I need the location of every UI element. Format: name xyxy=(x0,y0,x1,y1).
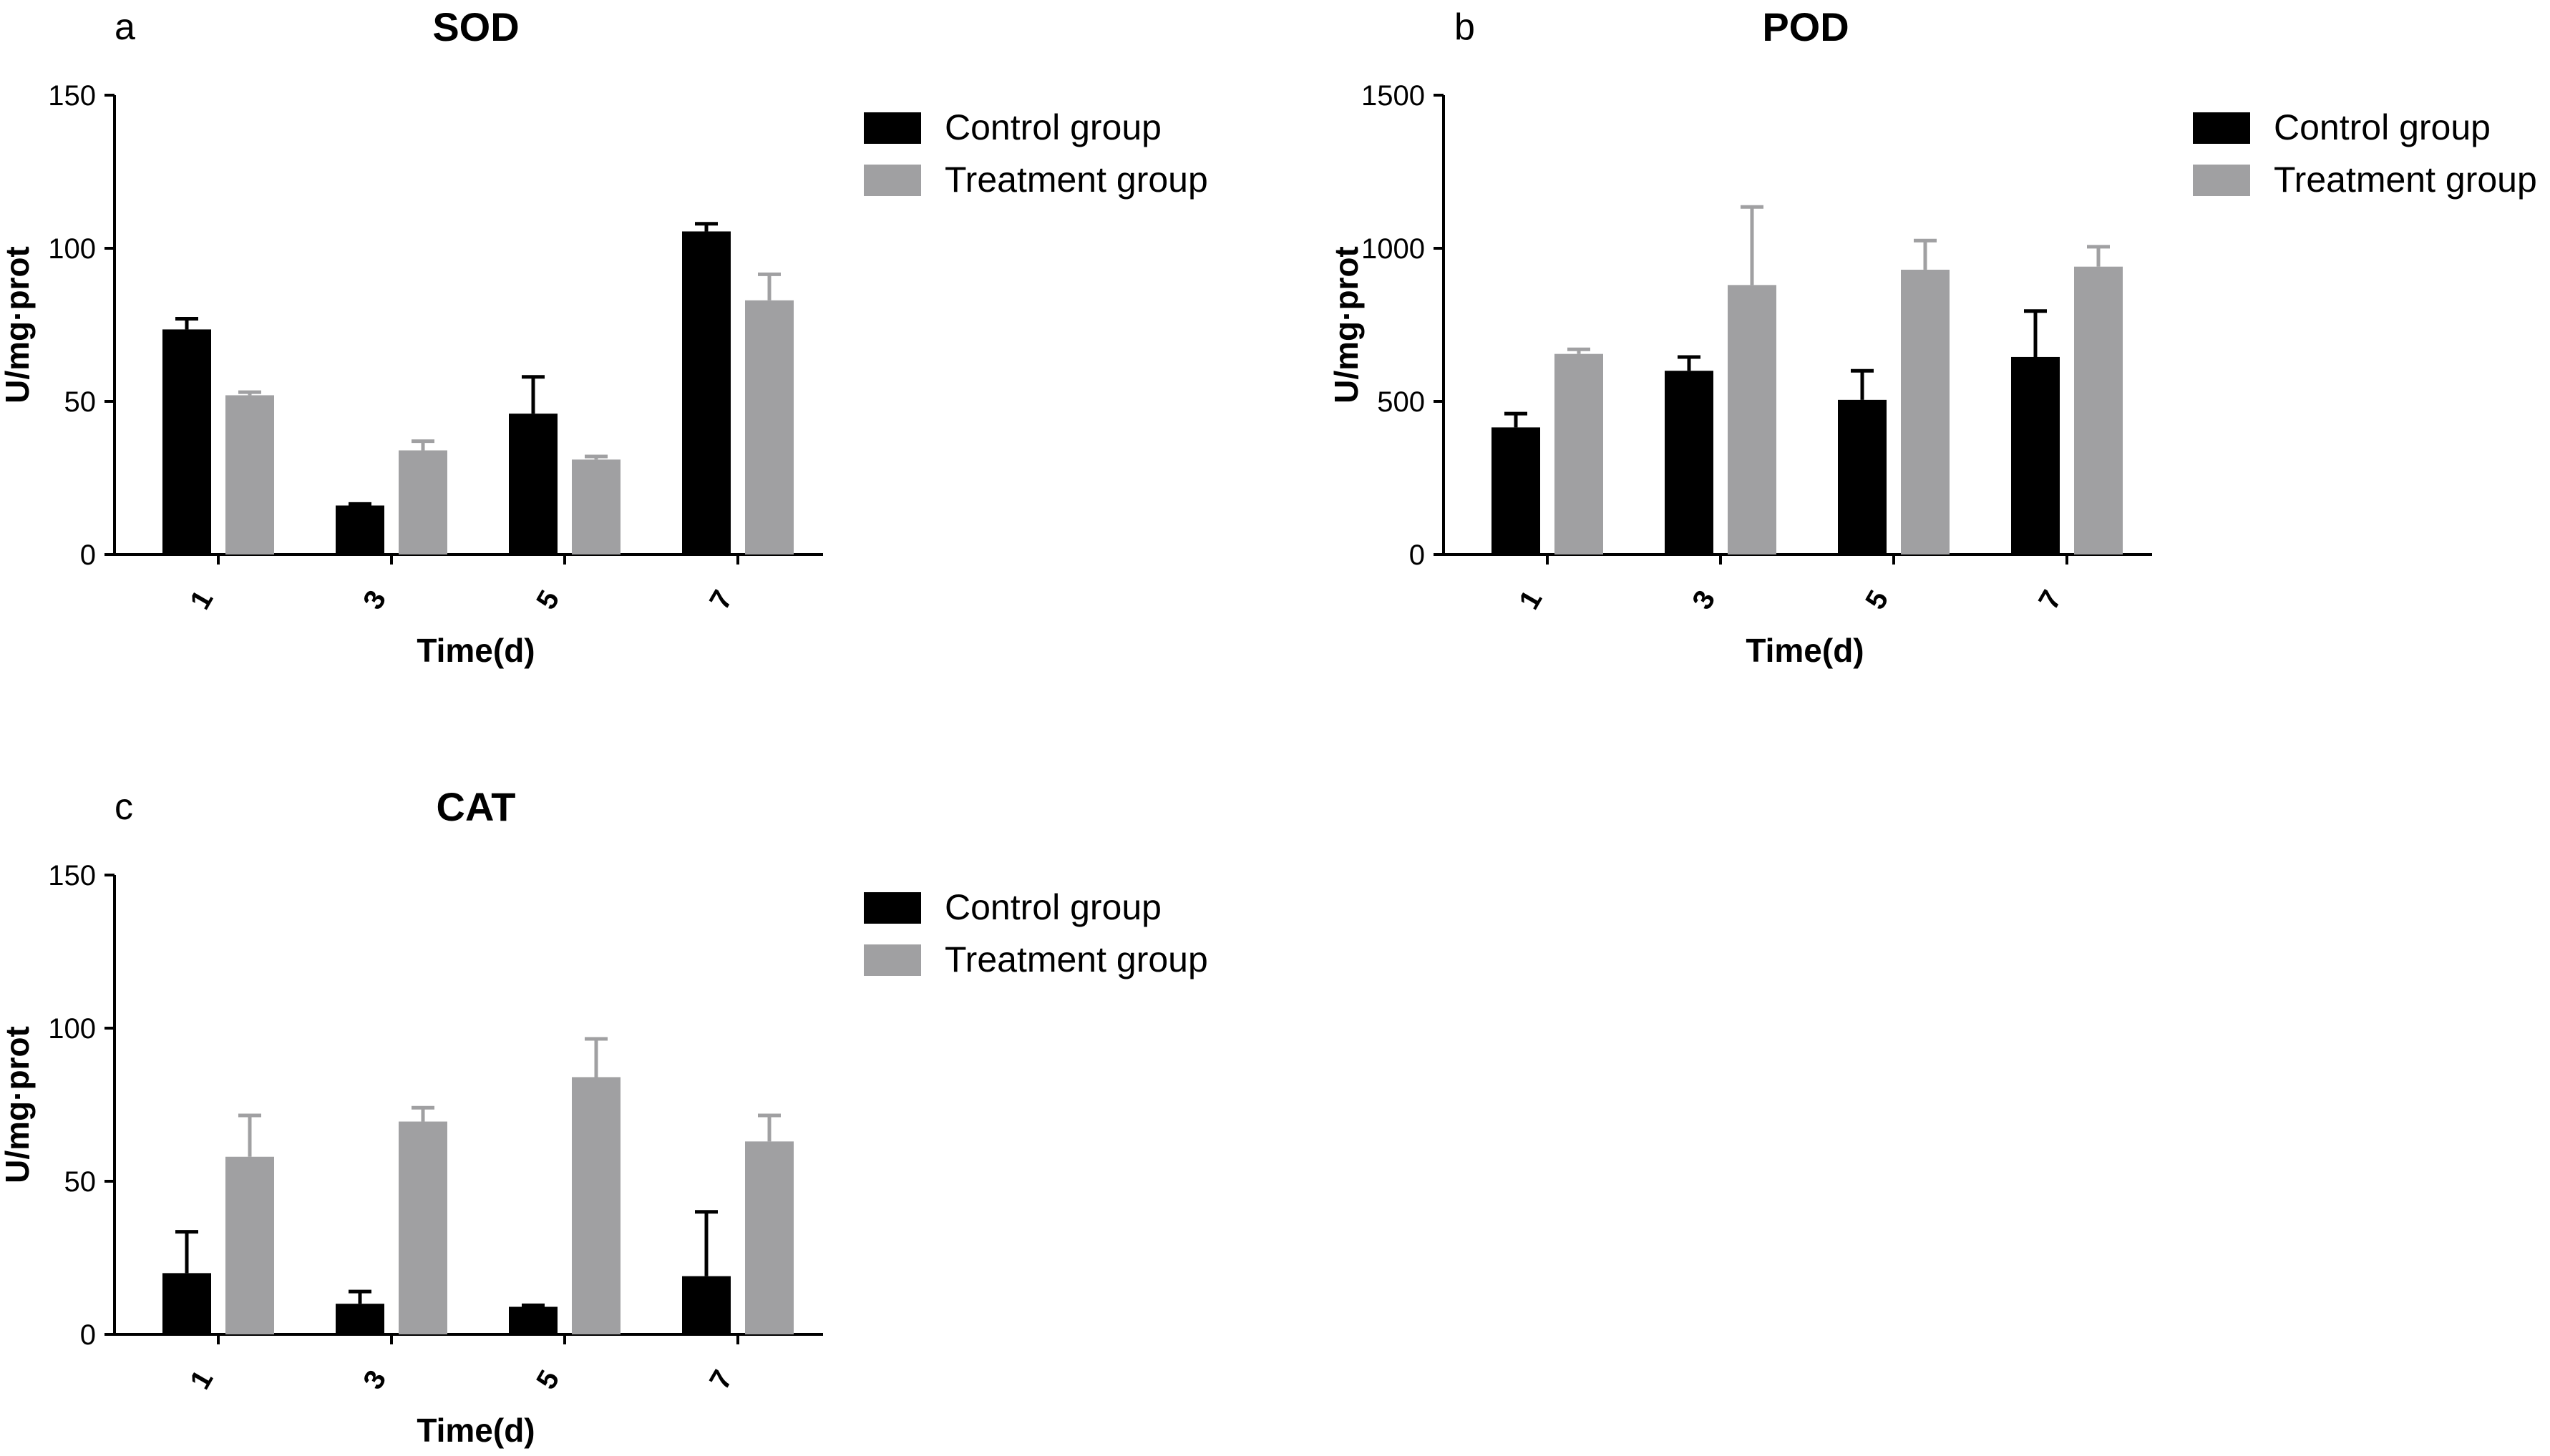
x-tick-label: 3 xyxy=(1686,585,1721,615)
y-axis-label: U/mg·prot xyxy=(0,1026,36,1183)
legend-label-treatment: Treatment group xyxy=(2274,160,2537,200)
x-tick-label: 1 xyxy=(184,1365,219,1394)
bar-treatment-day-3 xyxy=(399,450,447,554)
bar-control-day-3 xyxy=(336,505,384,554)
bar-treatment-day-5 xyxy=(1901,269,1950,554)
legend-swatch-control xyxy=(2193,112,2250,144)
x-tick-label: 7 xyxy=(704,1365,739,1394)
x-axis-label: Time(d) xyxy=(417,1412,535,1449)
bar-treatment-day-7 xyxy=(745,300,794,554)
legend-label-treatment: Treatment group xyxy=(945,160,1208,200)
bar-control-day-5 xyxy=(509,1306,558,1334)
chart-panel-b: b POD 0 500 1000 1500 U/mg·prot 1 3 5 7 Time(d) Cont… xyxy=(1328,4,2537,669)
x-tick-label: 5 xyxy=(530,585,565,615)
bar-treatment-day-5 xyxy=(572,1077,621,1334)
legend-swatch-control xyxy=(864,892,921,924)
panel-letter: a xyxy=(115,6,135,48)
x-tick-label: 7 xyxy=(2033,585,2068,615)
y-tick-label: 150 xyxy=(48,80,96,112)
y-tick-label: 1000 xyxy=(1361,233,1425,265)
panel-letter: c xyxy=(115,786,133,828)
y-tick-label: 0 xyxy=(80,539,96,571)
y-axis-label: U/mg·prot xyxy=(0,246,36,404)
chart-title: POD xyxy=(1762,4,1849,49)
y-tick-label: 500 xyxy=(1377,386,1425,418)
x-tick-label: 5 xyxy=(530,1365,565,1394)
y-tick-label: 50 xyxy=(64,386,97,418)
y-tick-label: 100 xyxy=(48,1013,96,1045)
bar-treatment-day-1 xyxy=(225,1156,274,1334)
x-tick-label: 5 xyxy=(1859,585,1894,615)
bar-control-day-7 xyxy=(2011,356,2060,554)
legend-label-control: Control group xyxy=(945,887,1162,927)
bar-treatment-day-7 xyxy=(2074,266,2123,554)
bar-control-day-5 xyxy=(509,414,558,554)
chart-panel-a: a SOD 0 50 100 150 U/mg·prot 1 3 5 7 Time(d) Control… xyxy=(0,4,1208,669)
y-tick-label: 0 xyxy=(1409,539,1425,571)
bar-treatment-day-7 xyxy=(745,1141,794,1334)
x-tick-label: 7 xyxy=(704,585,739,615)
bar-treatment-day-3 xyxy=(1728,285,1776,554)
bar-control-day-1 xyxy=(162,1273,211,1334)
bar-control-day-7 xyxy=(682,231,731,554)
y-tick-label: 0 xyxy=(80,1319,96,1351)
legend-label-control: Control group xyxy=(945,107,1162,147)
bar-control-day-3 xyxy=(1665,371,1713,554)
x-tick-label: 1 xyxy=(1513,585,1548,615)
legend-label-treatment: Treatment group xyxy=(945,939,1208,979)
x-tick-label: 1 xyxy=(184,585,219,615)
x-axis-label: Time(d) xyxy=(417,632,535,669)
y-tick-label: 50 xyxy=(64,1166,97,1198)
x-tick-label: 3 xyxy=(357,585,392,615)
y-tick-label: 1500 xyxy=(1361,80,1425,112)
bar-treatment-day-5 xyxy=(572,459,621,554)
legend-swatch-control xyxy=(864,112,921,144)
bar-treatment-day-1 xyxy=(1554,353,1603,554)
panel-letter: b xyxy=(1454,6,1475,48)
x-tick-label: 3 xyxy=(357,1365,392,1394)
chart-title: CAT xyxy=(437,784,516,829)
chart-title: SOD xyxy=(432,4,519,49)
legend-swatch-treatment xyxy=(2193,165,2250,196)
bar-control-day-1 xyxy=(1491,427,1540,554)
legend-swatch-treatment xyxy=(864,165,921,196)
bar-control-day-3 xyxy=(336,1304,384,1334)
legend-swatch-treatment xyxy=(864,944,921,976)
bar-control-day-1 xyxy=(162,329,211,554)
y-tick-label: 150 xyxy=(48,860,96,891)
bar-treatment-day-3 xyxy=(399,1121,447,1334)
legend-label-control: Control group xyxy=(2274,107,2491,147)
x-axis-label: Time(d) xyxy=(1746,632,1864,669)
y-axis-label: U/mg·prot xyxy=(1328,246,1365,404)
bar-control-day-7 xyxy=(682,1276,731,1334)
chart-panel-c: c CAT 0 50 100 150 U/mg·prot 1 3 5 7 Time(d) Control… xyxy=(0,784,1208,1449)
y-tick-label: 100 xyxy=(48,233,96,265)
bar-control-day-5 xyxy=(1838,399,1887,554)
bar-treatment-day-1 xyxy=(225,395,274,554)
